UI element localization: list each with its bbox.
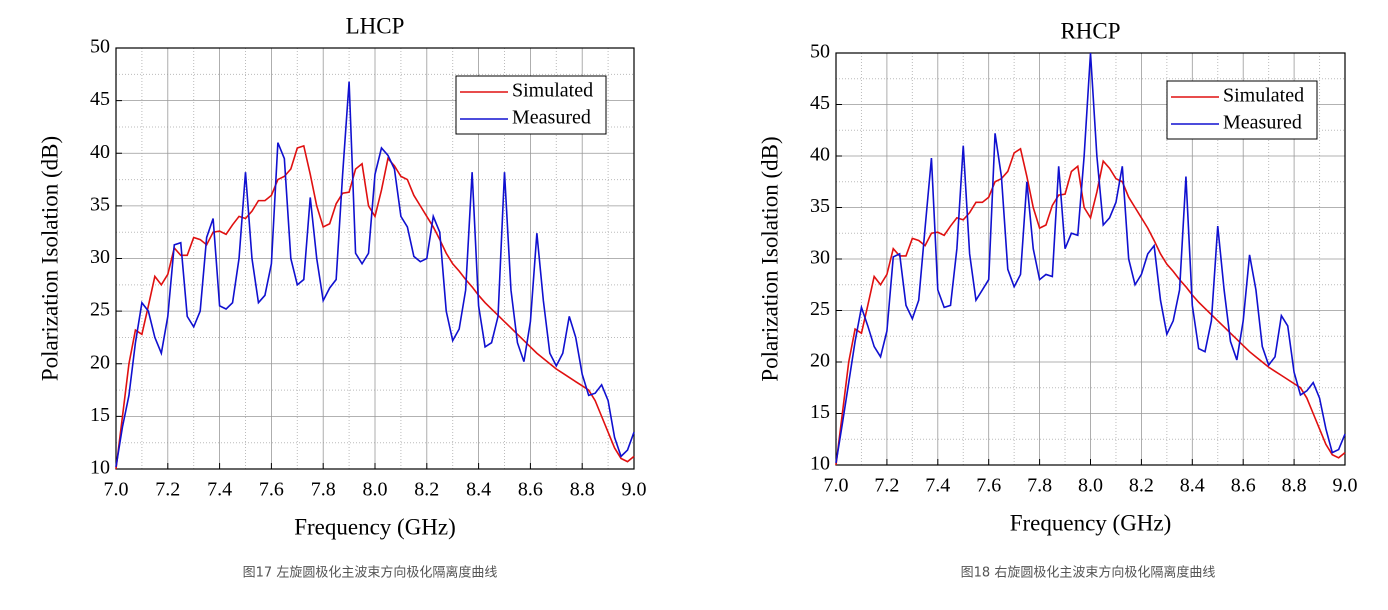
y-tick-label: 20 [90, 351, 110, 373]
y-tick-label: 50 [810, 41, 830, 63]
x-tick-label: 8.8 [1282, 475, 1307, 497]
legend: Simulated Measured [1166, 80, 1318, 140]
legend-box [455, 75, 607, 135]
legend-label: Measured [512, 107, 591, 129]
y-tick-label: 30 [90, 246, 110, 268]
y-tick-label: 15 [90, 404, 110, 426]
x-tick-label: 7.6 [259, 479, 284, 501]
plot-frame [115, 47, 635, 470]
x-tick-label: 9.0 [622, 479, 647, 501]
legend-label: Simulated [512, 80, 593, 102]
x-tick-label: 7.2 [155, 479, 180, 501]
y-tick-label: 35 [810, 195, 830, 217]
x-tick-label: 7.2 [874, 475, 899, 497]
line-series [835, 147, 1346, 466]
line-series [115, 81, 635, 468]
line-series [115, 144, 635, 470]
x-tick-label: 8.4 [466, 479, 491, 501]
legend-label: Simulated [1223, 85, 1304, 107]
y-tick-label: 25 [810, 298, 830, 320]
legend-label: Measured [1223, 112, 1302, 134]
line-series [835, 52, 1346, 464]
x-tick-label: 7.0 [104, 479, 129, 501]
x-tick-label: 8.6 [1231, 475, 1256, 497]
x-axis-label: Frequency (GHz) [1010, 510, 1172, 535]
y-tick-label: 30 [810, 247, 830, 269]
y-tick-label: 50 [90, 36, 110, 58]
x-tick-label: 8.4 [1180, 475, 1205, 497]
chart: 7.0 7.2 7.4 7.6 7.8 8.0 8.2 8.4 8.6 8.8 9.0 10 15 20 2… [757, 18, 1357, 580]
x-tick-label: 8.2 [414, 479, 439, 501]
y-tick-label: 40 [810, 144, 830, 166]
y-axis-label: Polarization Isolation (dB) [37, 136, 62, 381]
chart-title: RHCP [1060, 18, 1120, 43]
x-axis-label: Frequency (GHz) [294, 514, 456, 539]
x-tick-label: 8.0 [363, 479, 388, 501]
y-tick-label: 40 [90, 141, 110, 163]
x-tick-label: 8.2 [1129, 475, 1154, 497]
caption: 图18 右旋圆极化主波束方向极化隔离度曲线 [961, 565, 1216, 581]
chart: 7.0 7.2 7.4 7.6 7.8 8.0 8.2 8.4 8.6 8.8 9.0 10 15 20 2… [37, 13, 646, 580]
x-tick-label: 8.6 [518, 479, 543, 501]
y-tick-label: 25 [90, 299, 110, 321]
x-tick-label: 7.8 [311, 479, 336, 501]
x-tick-label: 7.0 [824, 475, 849, 497]
y-tick-label: 10 [90, 457, 110, 479]
x-tick-label: 7.6 [976, 475, 1001, 497]
x-tick-label: 9.0 [1333, 475, 1358, 497]
x-tick-label: 8.8 [570, 479, 595, 501]
y-tick-label: 45 [90, 88, 110, 110]
x-tick-label: 7.4 [925, 475, 950, 497]
chart-title: LHCP [346, 13, 405, 38]
y-tick-label: 15 [810, 401, 830, 423]
x-tick-label: 7.4 [207, 479, 232, 501]
y-axis-label: Polarization Isolation (dB) [757, 136, 782, 381]
x-tick-label: 7.8 [1027, 475, 1052, 497]
x-tick-label: 8.0 [1078, 475, 1103, 497]
y-tick-label: 20 [810, 350, 830, 372]
caption: 图17 左旋圆极化主波束方向极化隔离度曲线 [243, 565, 498, 581]
y-tick-label: 35 [90, 193, 110, 215]
y-tick-label: 10 [810, 453, 830, 475]
legend-box [1166, 80, 1318, 140]
y-tick-label: 45 [810, 92, 830, 114]
legend: Simulated Measured [455, 75, 607, 135]
